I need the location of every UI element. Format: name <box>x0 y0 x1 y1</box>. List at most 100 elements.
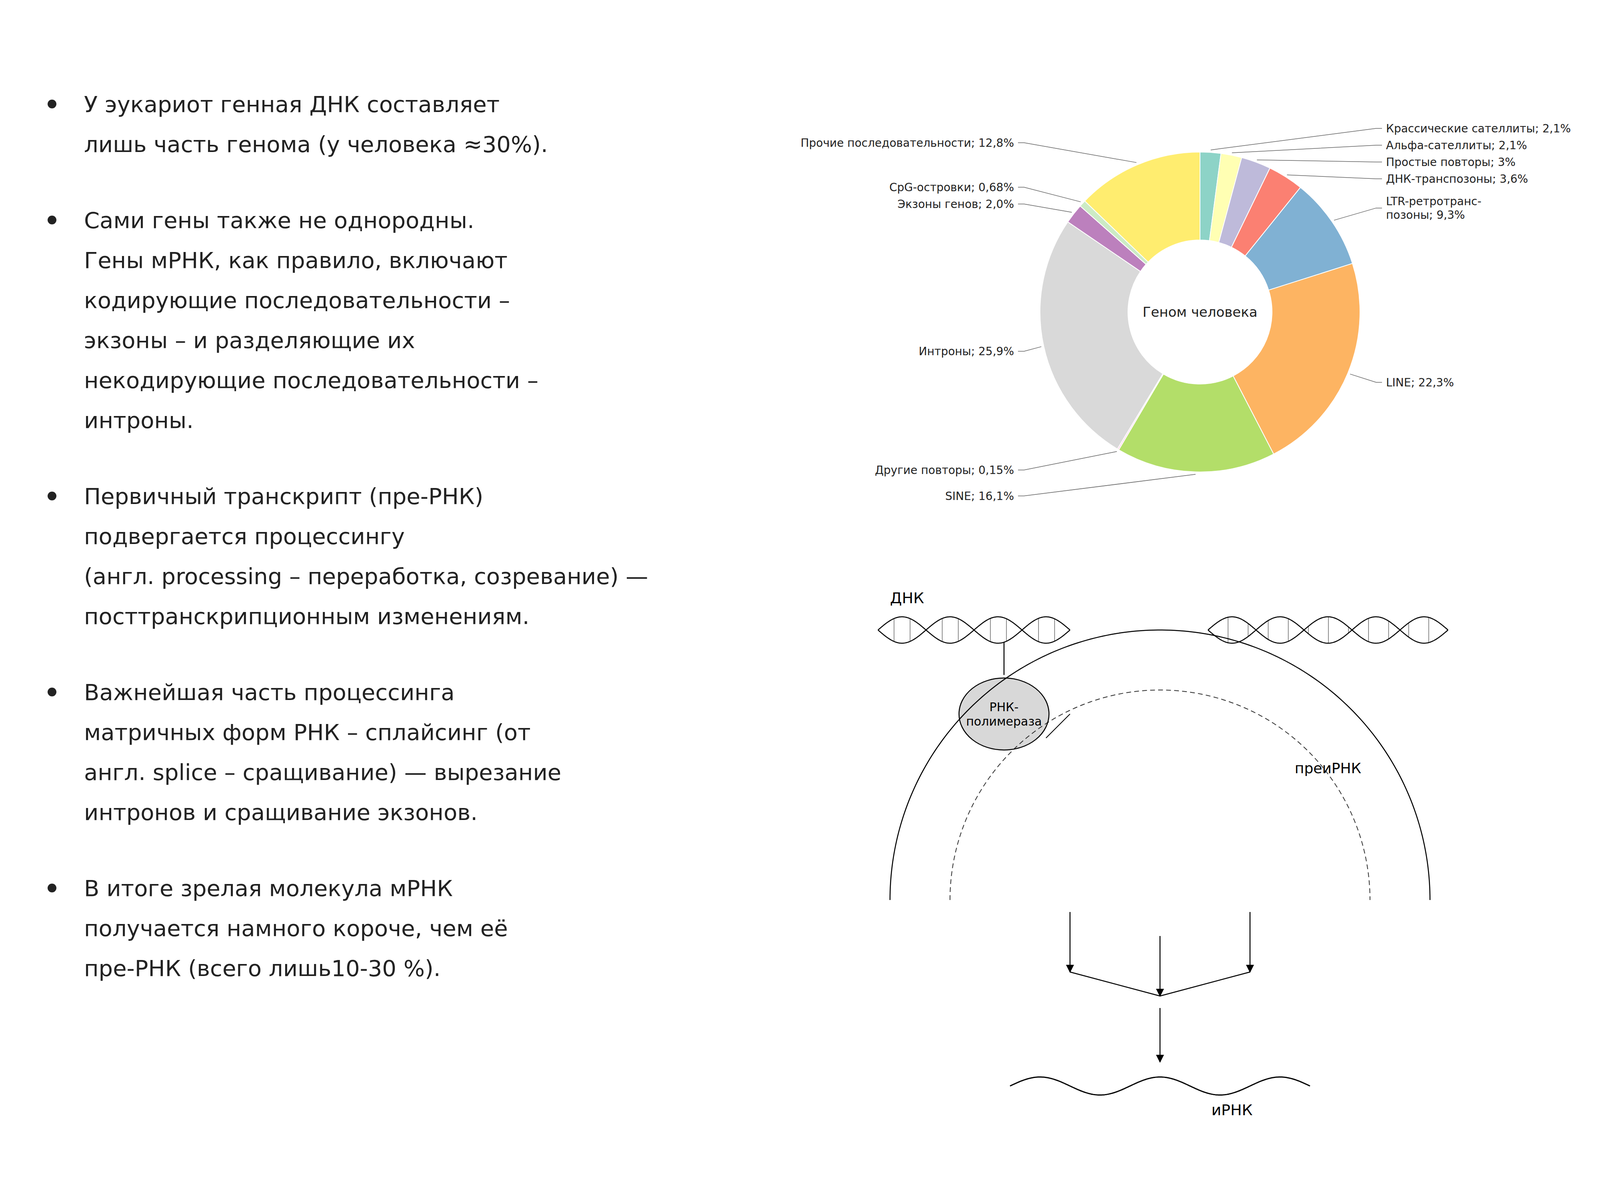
dna-rung <box>1328 616 1329 644</box>
splice-arrow <box>1159 936 1161 996</box>
pie-label-line: SINE; 16,1% <box>945 489 1014 503</box>
converge-line <box>1070 972 1160 996</box>
pie-label: ДНК-транспозоны; 3,6% <box>1386 172 1528 186</box>
bullet-text: Сами гены также не однородны. Гены мРНК, … <box>84 207 539 434</box>
converge-line <box>1160 972 1250 996</box>
leader-line <box>1350 374 1382 383</box>
dna-rung <box>1408 622 1410 637</box>
bullet-text-line: (англ. processing – переработка, созрева… <box>84 563 648 590</box>
connector <box>1003 642 1005 676</box>
pie-label-line: LTR-ретротранс- <box>1386 194 1482 208</box>
splicing-diagram: ДНК РНК-полимераза преиРНК иРНК <box>878 589 1448 1120</box>
pie-wedge <box>1084 152 1200 262</box>
pie-label-line: Другие повторы; 0,15% <box>874 463 1014 477</box>
dna-rung <box>958 618 959 642</box>
dna-strand <box>878 616 1070 644</box>
splice-arrow <box>1249 912 1251 972</box>
pie-labels: Крассические сателлиты; 2,1% Альфа-сателл… <box>800 122 1572 503</box>
diagram-label-line: полимераза <box>966 714 1042 729</box>
bullet-dot <box>47 491 57 501</box>
pie-label: Прочие последовательности; 12,8% <box>800 136 1015 150</box>
dna-rung <box>1348 626 1349 633</box>
bullet-dot <box>47 883 57 893</box>
connector <box>1046 714 1070 738</box>
pie-label-line: Крассические сателлиты; 2,1% <box>1386 122 1571 136</box>
bullet-text-line: кодирующие последовательности – <box>84 287 510 314</box>
text-panel: У эукариот генная ДНК составляетлишь час… <box>47 91 648 982</box>
pie-label: LINE; 22,3% <box>1386 375 1454 389</box>
pie-label: CpG-островки; 0,68% <box>889 180 1014 194</box>
leader-line <box>1018 474 1196 496</box>
bullet-text-line: лишь часть генома (у человека ≈30%). <box>84 131 548 158</box>
pie-label: Другие повторы; 0,15% <box>874 463 1014 477</box>
canvas: У эукариот генная ДНК составляетлишь час… <box>0 0 1600 1200</box>
diagram-label-line: ДНК <box>890 589 924 607</box>
bullet-text-line: интронов и сращивание экзонов. <box>84 799 478 826</box>
splice-arrow <box>1159 1008 1161 1062</box>
dna-rung <box>1022 629 1023 631</box>
bullet-text-line: Гены мРНК, как правило, включают <box>84 247 508 274</box>
dna-strand <box>1208 616 1448 644</box>
splice-arrow <box>1069 912 1071 972</box>
mrna-wave <box>1010 1077 1310 1096</box>
dna-rung <box>1288 618 1289 642</box>
pre-mrna-inner-arc <box>950 690 1370 900</box>
bullet-text-line: посттранскрипционным изменениям. <box>84 603 530 630</box>
dna-rung <box>1368 618 1370 642</box>
leader-line <box>1210 128 1382 150</box>
pie-label: Интроны; 25,9% <box>918 344 1014 358</box>
dna-rung <box>926 629 927 631</box>
leader-line <box>1018 204 1072 213</box>
dna-rung <box>990 618 991 642</box>
dna-rung <box>1248 623 1249 637</box>
bullet-text-line: Сами гены также не однородны. <box>84 207 475 234</box>
dna-rung <box>1388 621 1390 640</box>
bullet-text-line: подвергается процессингу <box>84 523 405 550</box>
dna-rung <box>1038 618 1040 642</box>
dna-rung <box>974 629 975 630</box>
diagram-label: иРНК <box>1211 1101 1253 1119</box>
pie-label-line: Экзоны генов; 2,0% <box>897 197 1014 211</box>
dna-strand <box>1208 616 1448 644</box>
dna-rung <box>1006 618 1007 642</box>
diagram-label-line: иРНК <box>1211 1101 1253 1119</box>
diagram-label: преиРНК <box>1294 760 1362 777</box>
bullet-dot <box>47 687 57 697</box>
leader-line <box>1018 346 1042 352</box>
pie-label-line: LINE; 22,3% <box>1386 375 1454 389</box>
bullet-text-line: интроны. <box>84 407 194 434</box>
bullet-dot <box>47 215 57 225</box>
leader-line <box>1256 160 1382 162</box>
pie-label-line: CpG-островки; 0,68% <box>889 180 1014 194</box>
polymerase <box>959 678 1050 750</box>
bullet-text: У эукариот генная ДНК составляетлишь час… <box>84 91 548 158</box>
pie-label-line: Прочие последовательности; 12,8% <box>800 136 1015 150</box>
bullet-text-line: некодирующие последовательности – <box>84 367 539 394</box>
pre-mrna-arc <box>890 630 1430 900</box>
pie-label: Крассические сателлиты; 2,1% <box>1386 122 1571 136</box>
bullet-text: Первичный транскрипт (пре-РНК) подвергает… <box>84 483 648 630</box>
dna-rung <box>1308 626 1309 634</box>
pie-chart: Геном человекаКрассические сателлиты; 2,… <box>800 122 1572 503</box>
leader-line <box>1286 174 1382 179</box>
leader-line <box>1232 145 1382 153</box>
wedges <box>1040 152 1360 472</box>
diagram-label: РНК-полимераза <box>966 700 1042 729</box>
pie-label: Простые повторы; 3% <box>1386 155 1516 169</box>
pie-label: Альфа-сателлиты; 2,1% <box>1386 138 1528 152</box>
dna-rung <box>893 618 895 642</box>
pie-label-line: позоны; 9,3% <box>1386 208 1465 222</box>
leader-line <box>1334 208 1382 221</box>
bullet-dot <box>47 99 57 109</box>
pie-label-line: Интроны; 25,9% <box>918 344 1014 358</box>
leader-line <box>1018 142 1137 163</box>
pie-center-title-line: Геном человека <box>1142 304 1258 320</box>
bullet-text-line: пре-РНК (всего лишь10-30 %). <box>84 955 441 982</box>
dna-rung <box>942 618 943 642</box>
bullet-text-line: получается намного короче, чем её <box>84 915 508 942</box>
dna-strand <box>878 616 1070 644</box>
bullet-text-line: Первичный транскрипт (пре-РНК) <box>84 483 484 510</box>
leader-line <box>1018 187 1081 202</box>
bullet-text-line: матричных форм РНК – сплайсинг (от <box>84 719 531 746</box>
dna-rung <box>1054 618 1056 642</box>
